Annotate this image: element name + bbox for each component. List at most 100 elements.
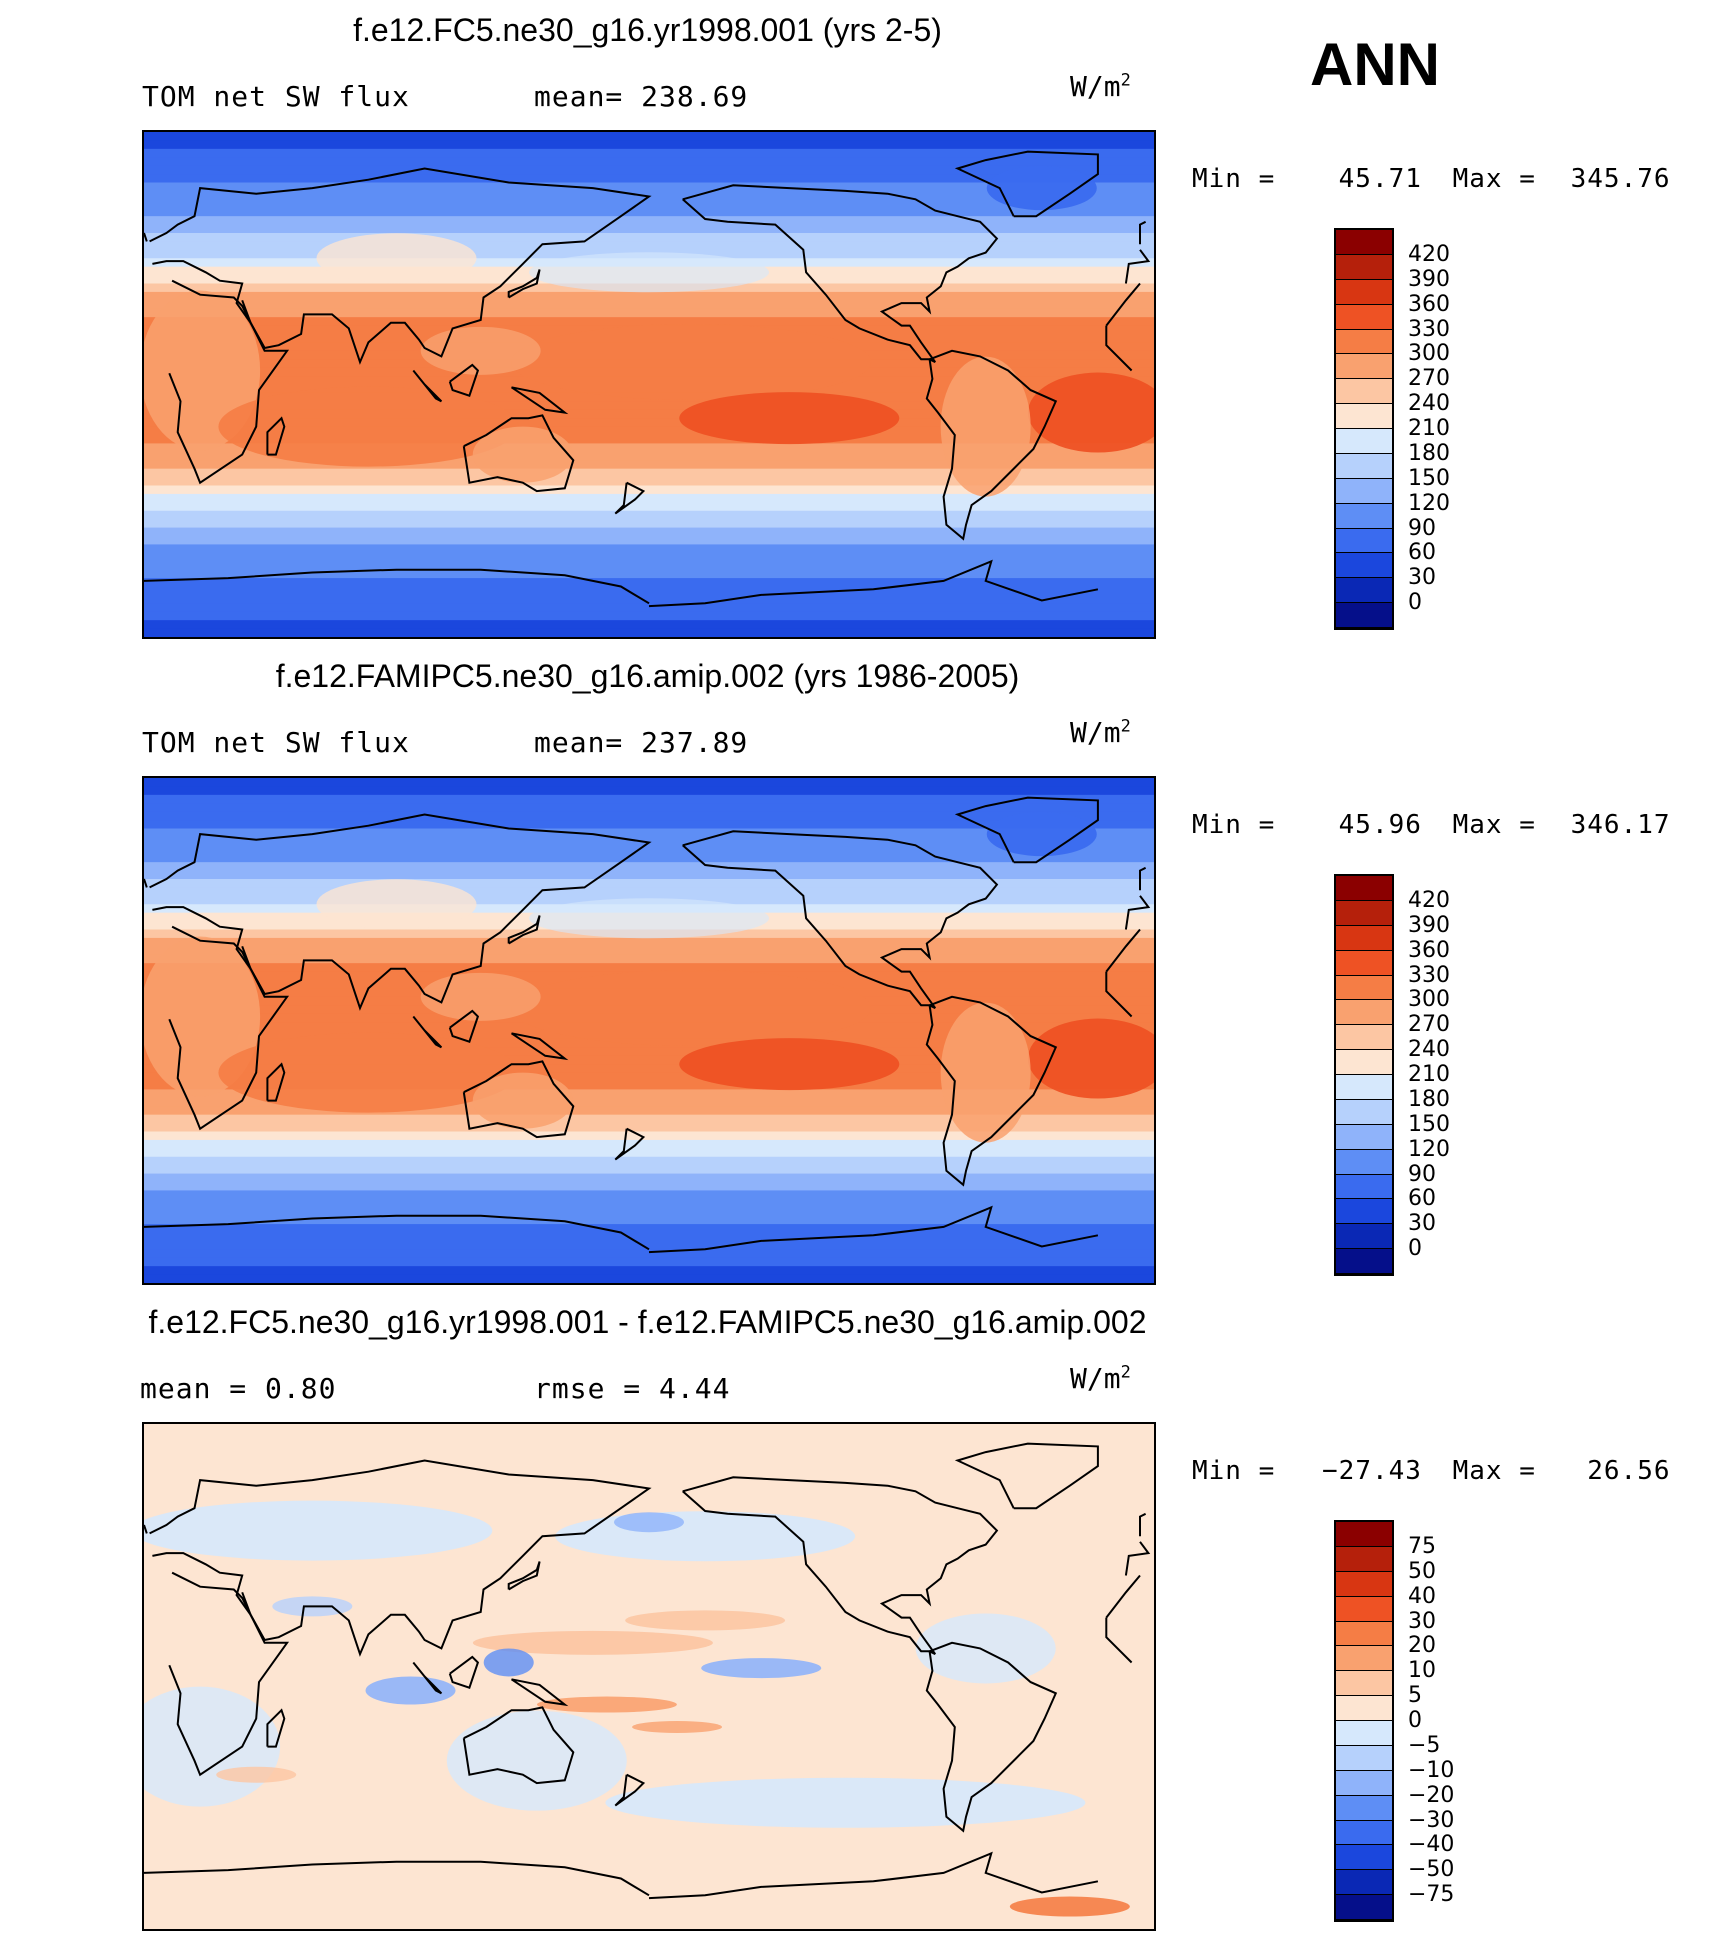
colorbar-segment — [1336, 603, 1392, 628]
contour-region — [1027, 1018, 1154, 1099]
panel-2-max-value: 346.17 — [1570, 810, 1671, 840]
contour-band — [144, 300, 1154, 310]
colorbar-tick-label: 150 — [1408, 1111, 1450, 1137]
colorbar-segment — [1336, 1025, 1392, 1051]
coastline — [648, 1851, 1099, 1900]
colorbar-tick-label: 300 — [1408, 341, 1450, 367]
colorbar-segment — [1336, 1249, 1392, 1274]
colorbar-segment — [1336, 578, 1392, 604]
colorbar-tick-label: 240 — [1408, 1037, 1450, 1063]
contour-region — [529, 898, 769, 939]
panel-3-units: W/m2 — [1070, 1362, 1131, 1395]
contour-band — [144, 233, 1154, 242]
contour-band — [144, 1274, 1154, 1283]
contour-band — [144, 182, 1154, 192]
contour-band — [144, 1173, 1154, 1183]
contour-band — [144, 569, 1154, 579]
contour-band — [144, 870, 1154, 880]
contour-band — [144, 887, 1154, 897]
contour-region — [446, 1710, 627, 1811]
colorbar-segment — [1336, 1571, 1392, 1597]
contour-band — [144, 493, 1154, 503]
contour-band — [144, 1106, 1154, 1116]
contour-band — [144, 1182, 1154, 1191]
coastline — [412, 1661, 443, 1695]
coastline — [144, 1214, 650, 1251]
coastline — [168, 279, 290, 485]
contour-band — [144, 1240, 1154, 1250]
colorbar-segment — [1336, 1895, 1392, 1920]
coastline — [149, 813, 652, 1011]
contour-band — [144, 1081, 1154, 1090]
coastline — [1105, 971, 1133, 1018]
contour-region — [632, 1721, 723, 1733]
panel-1-variable-label: TOM net SW flux — [142, 80, 410, 113]
colorbar-tick-label: −40 — [1408, 1832, 1455, 1858]
contour-region — [511, 324, 872, 401]
contour-band — [144, 241, 1154, 251]
panel-2-minmax: Min = 45.96 Max = 346.17 — [1192, 810, 1671, 840]
contour-band — [144, 628, 1154, 637]
colorbar-tick-label: 60 — [1408, 1186, 1436, 1212]
contour-region — [625, 1610, 786, 1631]
contour-band — [144, 224, 1154, 234]
contour-band — [144, 544, 1154, 554]
contour-band — [144, 1097, 1154, 1107]
colorbar-tick-label: 390 — [1408, 912, 1450, 938]
coastline — [648, 559, 1099, 608]
contour-band — [144, 828, 1154, 838]
coastline — [614, 1773, 646, 1807]
contour-band — [144, 803, 1154, 813]
contour-band — [144, 291, 1154, 301]
contour-region — [218, 1032, 519, 1113]
coastline — [1124, 895, 1151, 930]
panel-3-map — [142, 1422, 1156, 1931]
coastline — [1139, 220, 1147, 245]
colorbar-segment — [1336, 254, 1392, 280]
coastline — [1105, 1574, 1141, 1619]
panel-2-variable-label: TOM net SW flux — [142, 726, 410, 759]
contour-band — [144, 132, 1154, 141]
coastline — [144, 568, 650, 605]
panel-1-title: f.e12.FC5.ne30_g16.yr1998.001 (yrs 2-5) — [353, 12, 942, 48]
contour-band — [144, 401, 1154, 411]
contour-band — [144, 1139, 1154, 1149]
colorbar-segment — [1336, 528, 1392, 554]
colorbar-tick-label: 10 — [1408, 1658, 1436, 1684]
contour-region — [483, 1648, 534, 1677]
contour-band — [144, 451, 1154, 461]
coastline — [448, 363, 480, 397]
contour-region — [472, 1630, 713, 1655]
contour-band — [144, 954, 1154, 964]
contour-band — [144, 603, 1154, 613]
contour-band — [144, 552, 1154, 562]
contour-band — [144, 435, 1154, 444]
contour-region — [216, 1766, 297, 1783]
colorbar-segment — [1336, 1696, 1392, 1721]
colorbar-segment — [1336, 975, 1392, 1001]
colorbar-segment — [1336, 1174, 1392, 1200]
contour-band — [144, 937, 1154, 947]
coastline — [1124, 249, 1151, 284]
colorbar-tick-label: −20 — [1408, 1782, 1455, 1808]
coastline — [168, 925, 290, 1131]
contour-band — [144, 611, 1154, 621]
contour-band — [144, 586, 1154, 596]
colorbar-tick-label: 360 — [1408, 291, 1450, 317]
panel-1-min-value: 45.71 — [1338, 164, 1422, 194]
colorbar-tick-label: 270 — [1408, 366, 1450, 392]
panel-3-max-label: Max = — [1452, 1456, 1536, 1486]
coastline — [241, 299, 266, 349]
contour-band — [144, 963, 1154, 973]
colorbar-segment — [1336, 1124, 1392, 1150]
colorbar-segment — [1336, 1199, 1392, 1225]
contour-region — [679, 1038, 900, 1091]
coastline — [448, 1009, 480, 1043]
contour-band — [144, 1064, 1154, 1074]
colorbar-tick-label: 0 — [1408, 590, 1422, 616]
contour-band — [144, 836, 1154, 846]
colorbar-segment — [1336, 354, 1392, 380]
colorbar-segment — [1336, 1149, 1392, 1175]
coastline — [925, 995, 1058, 1187]
contour-region — [940, 356, 1031, 497]
